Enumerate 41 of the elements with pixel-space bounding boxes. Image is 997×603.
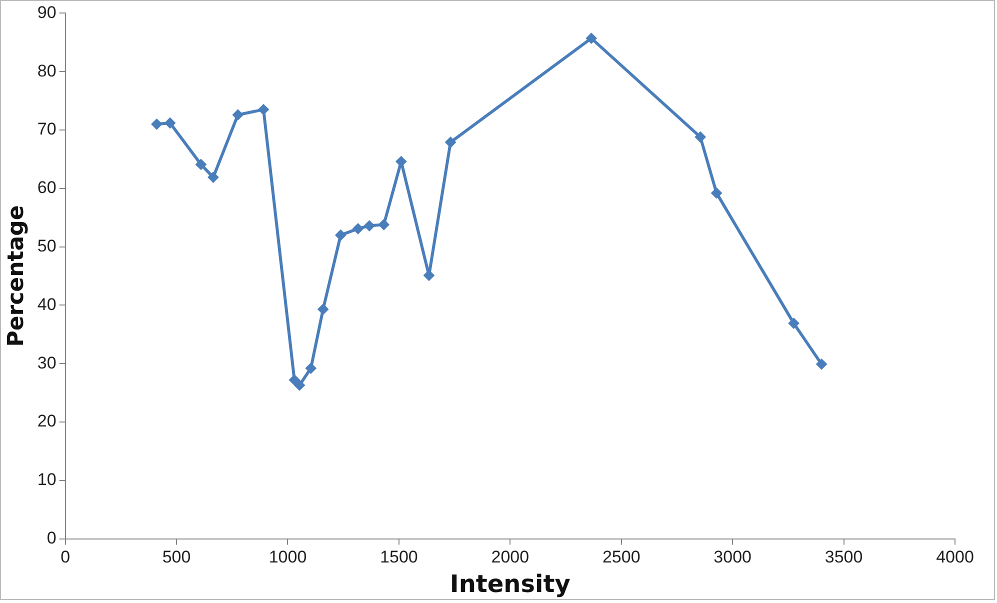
y-tick-label: 70 (37, 120, 56, 139)
y-tick-label: 20 (37, 412, 56, 431)
point (711, 188, 722, 199)
y-tick-label: 30 (37, 353, 56, 372)
x-tick-label: 500 (162, 548, 191, 567)
point (288, 374, 300, 386)
point (816, 358, 828, 370)
point (364, 220, 375, 232)
point (195, 158, 206, 170)
x-axis-title: Intensity (450, 570, 571, 598)
y-tick-label: 0 (46, 528, 56, 548)
y-tick-label: 10 (37, 470, 56, 490)
point (352, 223, 364, 234)
x-tick-label: 3000 (714, 548, 752, 567)
point (208, 172, 219, 183)
x-tick-label: 1500 (380, 548, 418, 567)
point (788, 318, 800, 329)
point (694, 132, 706, 143)
point (164, 117, 176, 128)
y-tick-label: 40 (37, 294, 56, 314)
point (305, 362, 316, 374)
x-tick-label: 2000 (491, 548, 530, 567)
x-tick-label: 1000 (268, 548, 307, 567)
y-axis-title: Percentage (4, 205, 29, 347)
x-tick-label: 0 (60, 548, 70, 567)
x-tick-label: 3500 (824, 548, 863, 567)
y-tick-label: 60 (37, 178, 56, 198)
point (445, 136, 456, 148)
point (378, 219, 390, 230)
point (335, 230, 346, 241)
y-tick-label: 90 (37, 2, 56, 22)
point (151, 118, 162, 130)
point (586, 32, 597, 44)
point (318, 304, 329, 315)
point (294, 380, 306, 391)
x-tick-label: 2500 (602, 548, 640, 567)
point (258, 104, 269, 116)
y-tick-label: 80 (37, 61, 56, 80)
y-tick-label: 50 (37, 236, 56, 256)
x-tick-label: 4000 (936, 548, 974, 567)
point (232, 109, 244, 120)
